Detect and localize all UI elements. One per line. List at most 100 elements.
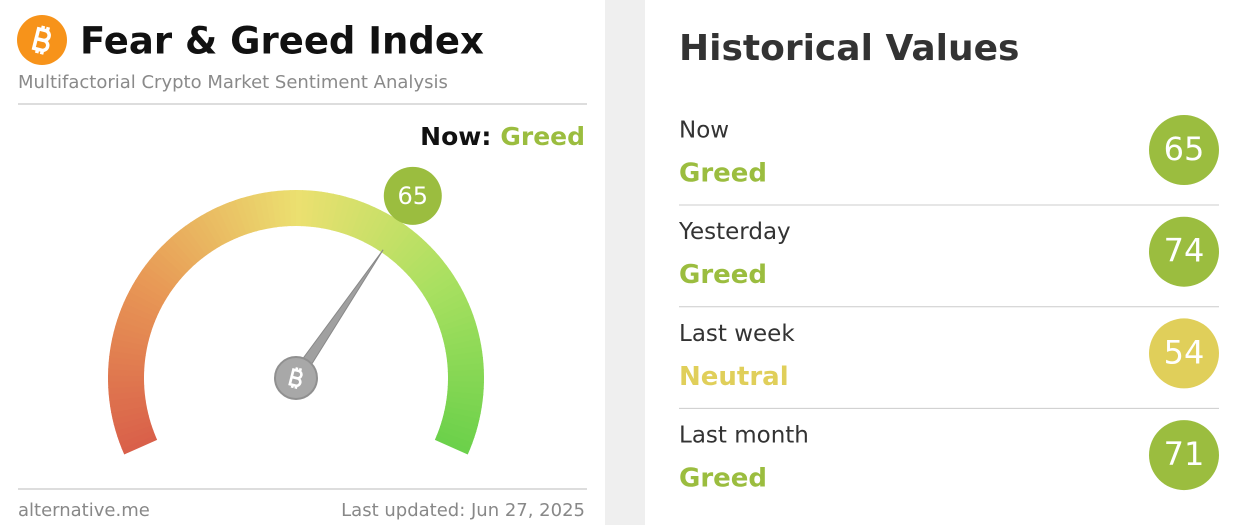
row-classification: Greed	[679, 464, 767, 494]
gauge-segment	[119, 429, 156, 449]
row-classification: Greed	[679, 260, 767, 290]
gauge-segment	[417, 265, 451, 292]
gauge-segment	[246, 194, 262, 232]
history-list: Now Greed 65 Yesterday Greed 74 Last week Neutr…	[678, 115, 1219, 494]
gauge-value: 65	[398, 182, 429, 210]
gauge-segment	[445, 401, 482, 414]
gauge-segment	[397, 237, 427, 269]
row-value: 65	[1164, 130, 1205, 168]
icon-shape	[288, 367, 303, 390]
gauge-segment	[305, 190, 316, 227]
gauge-segment	[321, 192, 335, 230]
now-classification: Greed	[500, 122, 585, 151]
gauge-segment	[200, 212, 225, 247]
gauge-segment	[436, 430, 473, 450]
gauge-segment	[420, 270, 455, 296]
gauge-segment	[325, 193, 341, 231]
gauge-segment	[128, 285, 164, 309]
gauge-segment	[440, 420, 477, 438]
gauge-segment	[408, 250, 440, 280]
now-status: Now: Greed	[420, 122, 585, 151]
gauge-segment	[277, 190, 287, 227]
value-bubble	[383, 166, 442, 225]
gauge-segment	[445, 344, 483, 357]
gauge-segment	[444, 406, 481, 420]
gauge: 65	[108, 166, 484, 455]
row-label: Last month	[679, 423, 809, 449]
gauge-segment	[112, 410, 149, 426]
gauge-segment	[206, 209, 229, 245]
gauge-segment	[252, 193, 267, 231]
gauge-segment	[113, 325, 151, 342]
gauge-segment	[359, 207, 382, 243]
gauge-segment	[428, 286, 464, 310]
gauge-segment	[439, 314, 476, 333]
gauge-segment	[350, 202, 370, 239]
title: Fear & Greed Index	[80, 20, 484, 63]
gauge-segment	[157, 245, 188, 276]
gauge-segment	[109, 349, 146, 362]
gauge-segment	[185, 221, 212, 256]
gauge-segment	[434, 435, 471, 455]
gauge-segment	[335, 196, 353, 233]
subtitle: Multifactorial Crypto Market Sentiment A…	[18, 72, 448, 93]
row-value: 71	[1164, 435, 1205, 473]
gauge-segment	[442, 326, 479, 343]
gauge-segment	[340, 198, 359, 235]
gauge-segment	[240, 196, 257, 233]
row-badge	[1149, 115, 1219, 185]
gauge-segment	[108, 356, 146, 367]
gauge-segment	[400, 242, 431, 273]
gauge-segment	[381, 222, 408, 256]
gauge-segment	[113, 415, 151, 432]
gauge-segment	[447, 357, 484, 367]
gauge-segment	[271, 190, 282, 228]
left-panel	[0, 0, 605, 525]
right-panel	[645, 0, 1249, 525]
row-label: Yesterday	[678, 219, 791, 245]
gauge-segment	[440, 320, 478, 338]
gauge-segment	[135, 274, 169, 300]
gauge-segment	[138, 269, 172, 296]
gauge-segment	[372, 215, 398, 250]
gauge-segment	[354, 204, 376, 241]
gauge-segment	[311, 190, 322, 228]
row-classification: Neutral	[679, 362, 789, 392]
gauge-segment	[161, 241, 192, 272]
gauge-segment	[377, 219, 403, 253]
gauge-segment	[141, 264, 175, 292]
last-updated: Last updated: Jun 27, 2025	[341, 500, 585, 521]
gauge-segment	[444, 338, 482, 352]
now-label: Now:	[420, 122, 491, 151]
gauge-segment	[258, 192, 272, 230]
bitcoin-icon	[17, 15, 67, 65]
gauge-segment	[389, 229, 418, 262]
gauge-segment	[211, 206, 234, 243]
gauge-segment	[437, 308, 474, 328]
row-classification: Greed	[679, 159, 767, 189]
gauge-segment	[121, 302, 157, 323]
gauge-segment	[363, 209, 387, 245]
gauge-segment	[180, 225, 208, 259]
row-label: Now	[679, 118, 729, 144]
row-value: 54	[1164, 333, 1205, 371]
gauge-segment	[316, 191, 328, 229]
gauge-segment	[223, 202, 243, 238]
history-title: Historical Values	[679, 28, 1019, 69]
gauge-segment	[119, 307, 155, 327]
gauge-segment	[166, 237, 196, 269]
row-badge	[1149, 420, 1219, 491]
gauge-segment	[438, 425, 475, 444]
gauge-segment	[435, 303, 472, 323]
gauge-segment	[442, 411, 480, 426]
row-value: 74	[1164, 232, 1205, 270]
gauge-segment	[121, 434, 158, 455]
source: alternative.me	[18, 500, 150, 521]
gauge-segment	[190, 218, 216, 253]
gauge-segment	[426, 280, 461, 305]
row-badge	[1149, 318, 1219, 389]
gauge-segment	[110, 400, 147, 413]
gauge-segment	[446, 396, 483, 408]
gauge-segment	[423, 275, 458, 301]
